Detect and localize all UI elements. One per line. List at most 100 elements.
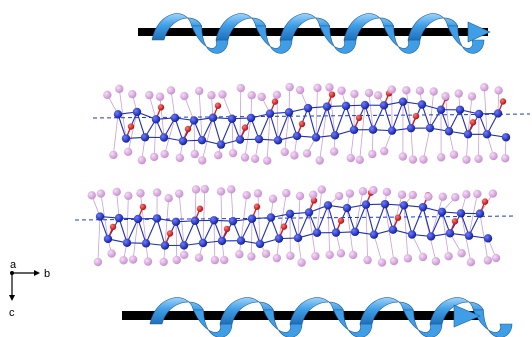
blue-bond — [307, 107, 317, 138]
blue-bond — [118, 217, 128, 244]
blue-bond — [422, 207, 432, 237]
pink-bond — [159, 96, 165, 138]
pink-bond — [384, 204, 395, 262]
pink-bond — [198, 90, 203, 141]
pink-atom — [408, 155, 418, 164]
pink-bond — [202, 189, 206, 244]
pink-atom — [180, 91, 189, 101]
lower-chain — [74, 184, 517, 267]
blue-bond — [126, 218, 139, 244]
blue-atom — [312, 228, 322, 238]
pink-atom — [190, 149, 199, 159]
red-atom — [298, 120, 306, 128]
blue-atom — [236, 236, 246, 245]
pink-bond — [429, 91, 435, 129]
blue-atom — [133, 214, 143, 224]
pink-atom — [491, 253, 501, 263]
pink-atom — [449, 150, 459, 159]
pink-atom — [191, 185, 201, 194]
blue-atom — [292, 131, 302, 141]
blue-bond — [365, 204, 375, 235]
pink-atom — [348, 250, 358, 260]
c-axis-label: c — [9, 307, 15, 319]
helix-coil-lower — [472, 309, 513, 337]
blue-bond — [430, 211, 443, 237]
blue-atom — [178, 136, 188, 146]
b-axis-arrowhead — [34, 270, 40, 276]
pink-atom — [250, 154, 260, 164]
pink-atom — [480, 83, 489, 92]
blue-atom — [388, 225, 398, 234]
pink-bond — [239, 88, 242, 140]
pink-atom — [149, 152, 159, 162]
blue-bond — [384, 203, 394, 230]
red-atom — [253, 203, 261, 210]
blue-atom — [501, 133, 511, 142]
blue-atom — [455, 105, 465, 114]
blue-bond — [145, 218, 158, 244]
pink-bond — [284, 112, 290, 152]
red-atom — [394, 214, 402, 221]
pink-atom — [272, 253, 282, 263]
dashed-bond — [74, 215, 517, 221]
a-axis-dot — [10, 271, 14, 275]
pink-atom — [398, 152, 408, 161]
pink-atom — [220, 255, 229, 265]
pink-bond — [423, 127, 431, 160]
pink-bond — [288, 87, 291, 113]
red-atom — [451, 218, 459, 225]
pink-atom — [295, 191, 305, 201]
pink-atom — [136, 189, 145, 198]
pink-bond — [230, 189, 234, 222]
red-atom — [166, 230, 174, 237]
blue-atom — [266, 213, 276, 222]
upper-chain — [92, 82, 531, 165]
pink-bond — [194, 189, 197, 221]
pink-atom — [261, 249, 271, 258]
pink-atom — [253, 189, 263, 198]
pink-atom — [174, 189, 184, 198]
pink-bond — [153, 119, 157, 157]
pink-atom — [336, 249, 346, 258]
blue-atom — [209, 216, 219, 225]
red-atom — [499, 98, 507, 105]
blue-atom — [284, 108, 294, 117]
pink-atom — [227, 185, 236, 194]
helix-coil-lower — [447, 25, 485, 54]
b-axis-label: b — [44, 268, 50, 280]
pink-atom — [403, 254, 413, 263]
pink-atom — [242, 190, 251, 200]
blue-bond — [391, 101, 404, 131]
pink-atom — [216, 187, 226, 196]
blue-bond — [297, 212, 310, 239]
pink-atom — [457, 249, 466, 258]
blue-atom — [171, 217, 181, 226]
red-atom — [337, 217, 345, 224]
pink-atom — [436, 153, 446, 162]
pink-atom — [207, 91, 216, 100]
pink-bond — [315, 87, 318, 138]
pink-atom — [194, 253, 204, 262]
pink-atom — [501, 154, 510, 163]
blue-atom — [235, 135, 245, 144]
pink-atom — [200, 184, 209, 194]
blue-bond — [364, 104, 374, 130]
pink-atom — [109, 150, 118, 160]
blue-atom — [406, 123, 416, 133]
pink-bond — [359, 105, 366, 160]
pink-atom — [329, 147, 339, 156]
blue-atom — [349, 125, 359, 135]
pink-atom — [379, 146, 389, 156]
pink-atom — [489, 151, 498, 161]
pink-atom — [160, 149, 169, 159]
pink-atom — [262, 156, 272, 165]
red-atom — [241, 124, 249, 131]
pink-bond — [266, 113, 271, 161]
pink-atom — [218, 90, 227, 99]
blue-bond — [326, 106, 336, 136]
pink-bond — [213, 220, 216, 261]
pink-bond — [403, 205, 409, 259]
pink-bond — [368, 92, 374, 130]
blue-atom — [323, 201, 333, 210]
